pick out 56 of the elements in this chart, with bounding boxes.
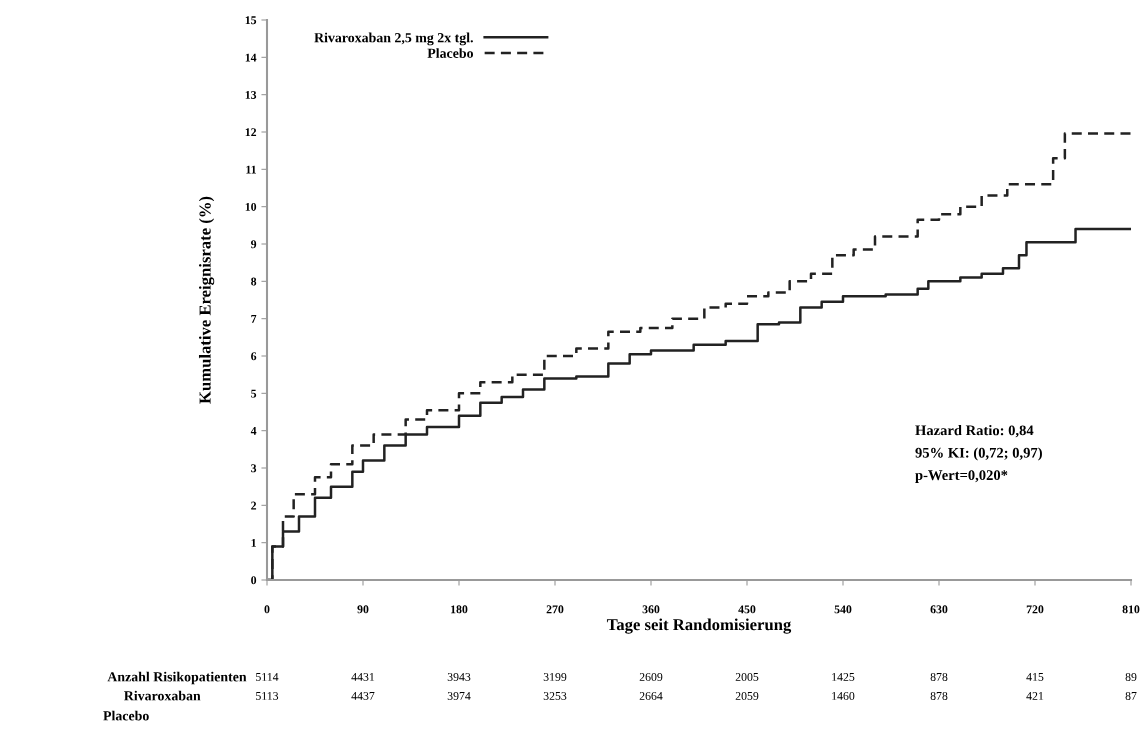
y-tick-label: 7 [251,315,257,323]
x-tick-label: 810 [1122,605,1140,614]
text: 5114 [256,673,279,681]
text: 4437 [351,692,375,700]
legend-label: Rivaroxaban 2,5 mg 2x tgl. [314,32,473,46]
text: 415 [1026,673,1044,681]
y-tick-label: 12 [245,128,257,137]
x-tick-label: 360 [642,605,660,614]
legend-label: Placebo [427,48,474,58]
y-tick-label: 0 [251,576,257,585]
x-tick-label: 540 [834,605,852,614]
y-tick-label: 1 [251,538,256,547]
text: 3199 [543,673,567,681]
text: 1425 [832,673,855,681]
y-tick-label: 3 [251,464,257,473]
text: Placebo [103,710,149,721]
x-tick-label: 630 [930,605,948,614]
x-tick-label: 270 [546,605,564,614]
text: 3253 [543,692,567,700]
y-tick-label: 11 [246,165,256,174]
text: 5113 [256,692,279,700]
x-tick-label: 720 [1026,605,1044,614]
text: 4431 [351,673,375,681]
y-tick-label: 13 [245,90,257,99]
x-tick-label: 180 [451,605,468,614]
annotation: 95% KI: (0,72; 0,97) [915,447,1042,461]
text: 421 [1026,692,1044,700]
text: 2609 [639,672,663,681]
y-tick-label: 10 [245,202,257,211]
y-tick-label: 8 [251,277,257,286]
text: 3974 [447,692,471,700]
y-tick-label: 9 [251,240,257,249]
y-tick-label: 2 [251,501,257,510]
text: 878 [930,672,948,681]
text: 2664 [639,692,663,700]
y-axis-title: Kumulative Ereignisrate (%) [198,196,215,404]
text: 89 [1125,672,1137,681]
x-tick-label: 0 [264,605,270,614]
annotation: p-Wert=0,020* [915,470,1008,484]
y-tick-label: 15 [245,16,257,25]
text: 1460 [832,691,855,700]
annotation: Hazard Ratio: 0,84 [915,424,1034,438]
text: 3943 [447,673,471,681]
y-tick-label: 4 [250,426,257,435]
text: Rivaroxaban [124,690,201,701]
y-tick-label: 5 [251,389,257,398]
text: 878 [930,691,948,700]
text: Anzahl Risikopatienten [107,671,247,685]
text: 2005 [735,672,759,681]
x-tick-label: 450 [738,605,756,614]
text: 87 [1125,691,1137,700]
x-axis-title: Tage seit Randomisierung [606,618,792,634]
text: 2059 [735,691,759,700]
y-tick-label: 6 [251,352,257,361]
x-tick-label: 90 [357,605,369,614]
y-tick-label: 14 [245,53,257,62]
